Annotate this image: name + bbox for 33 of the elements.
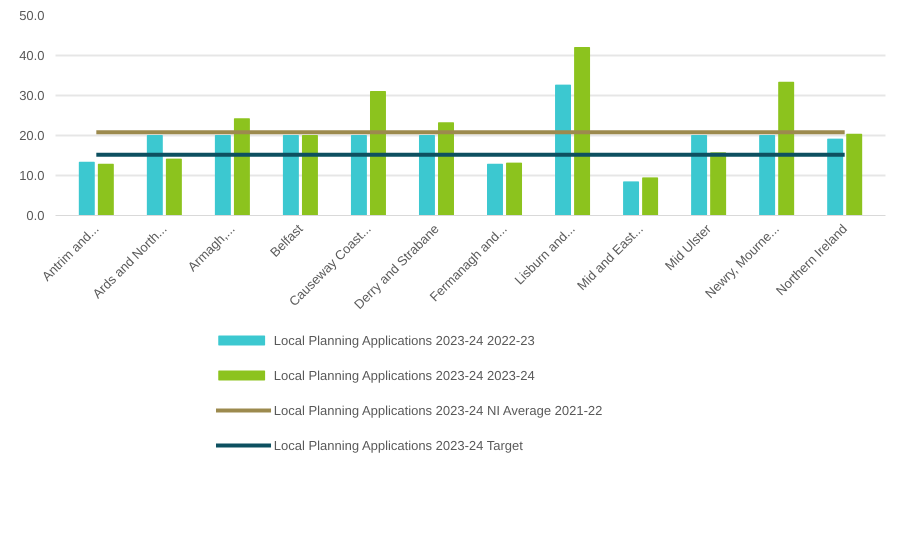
bar: [574, 47, 590, 216]
bar: [827, 138, 844, 216]
legend-label: Local Planning Applications 2023-24 2022-23: [274, 333, 535, 348]
bar: [146, 135, 163, 216]
bar: [506, 162, 522, 216]
y-tick-label: 20.0: [19, 128, 45, 143]
bar: [691, 135, 708, 216]
bar: [846, 134, 862, 216]
y-tick-label: 10.0: [19, 168, 45, 183]
bar: [759, 135, 776, 216]
legend-label: Local Planning Applications 2023-24 2023-24: [274, 368, 535, 383]
bar: [370, 91, 386, 216]
y-tick-label: 50.0: [19, 8, 45, 23]
bar: [302, 135, 318, 216]
bar: [778, 82, 794, 216]
y-tick-label: 30.0: [19, 88, 45, 103]
bar: [234, 118, 250, 216]
legend-label: Local Planning Applications 2023-24 NI Average 2021-22: [274, 403, 602, 418]
bar: [623, 181, 640, 216]
bar: [350, 135, 367, 216]
bar: [487, 164, 503, 216]
legend-label: Local Planning Applications 2023-24 Target: [274, 438, 524, 453]
y-tick-label: 0.0: [26, 208, 45, 223]
bar: [282, 135, 299, 216]
bar: [78, 162, 95, 216]
bar: [555, 84, 572, 216]
bar: [98, 164, 114, 216]
y-tick-label: 40.0: [19, 48, 45, 63]
bar: [642, 177, 658, 216]
bar: [710, 152, 726, 216]
bar: [418, 135, 435, 216]
bar: [214, 135, 231, 216]
bar: [166, 158, 182, 216]
